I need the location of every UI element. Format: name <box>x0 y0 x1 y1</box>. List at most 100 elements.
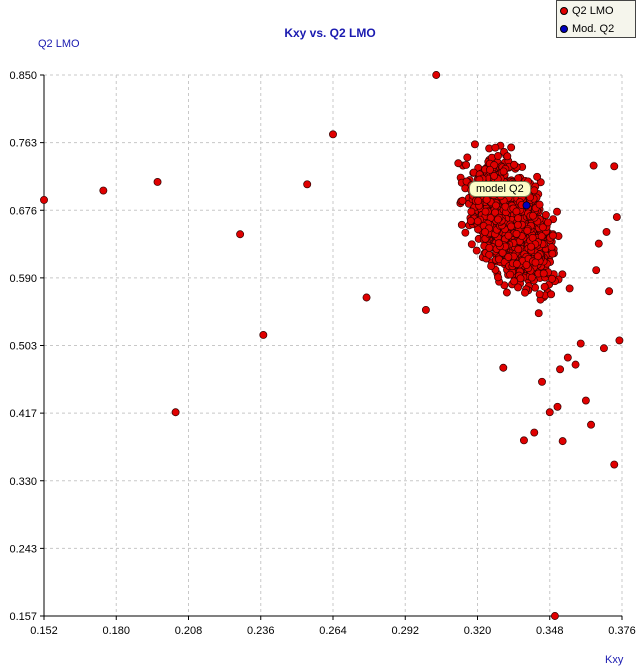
q2-lmo-point <box>537 232 546 241</box>
q2-lmo-point <box>502 288 511 297</box>
q2-lmo-point <box>549 231 557 240</box>
q2-lmo-point <box>519 436 528 445</box>
q2-lmo-point <box>512 229 521 238</box>
q2-lmo-point <box>40 195 48 204</box>
q2-lmo-point <box>485 165 494 174</box>
q2-lmo-point <box>457 220 466 229</box>
q2-lmo-point <box>553 402 562 411</box>
q2-lmo-point <box>589 161 598 170</box>
q2-lmo-point <box>461 228 470 237</box>
q2-lmo-point <box>153 178 162 186</box>
q2-lmo-point <box>510 160 519 169</box>
x-tick-label: 0.348 <box>536 625 564 637</box>
x-tick-label: 0.236 <box>247 625 275 637</box>
q2-lmo-point <box>513 220 522 229</box>
q2-lmo-point <box>473 217 482 226</box>
q2-lmo-point <box>541 210 550 219</box>
q2-lmo-point <box>553 207 561 216</box>
q2-lmo-point <box>507 222 516 231</box>
q2-lmo-point <box>462 161 471 169</box>
q2-lmo-point <box>512 259 521 268</box>
q2-lmo-point <box>303 180 312 189</box>
q2-lmo-point <box>499 167 508 176</box>
x-tick-label: 0.152 <box>30 625 58 637</box>
q2-lmo-point <box>506 270 515 279</box>
q2-lmo-point <box>454 159 463 168</box>
q2-lmo-point <box>535 200 544 209</box>
y-tick-label: 0.503 <box>9 341 37 353</box>
q2-lmo-point <box>491 201 500 210</box>
q2-lmo-point <box>362 293 371 302</box>
q2-lmo-point <box>467 207 476 216</box>
q2-lmo-point <box>599 344 608 353</box>
chart-title: Kxy vs. Q2 LMO <box>284 26 376 40</box>
q2-lmo-point <box>494 215 502 224</box>
q2-lmo-point <box>547 243 556 252</box>
q2-lmo-point <box>547 274 556 283</box>
q2-lmo-point <box>535 290 544 299</box>
q2-lmo-point <box>171 408 180 417</box>
q2-lmo-point <box>504 231 513 240</box>
q2-lmo-point <box>538 223 547 232</box>
q2-lmo-point <box>510 277 519 286</box>
q2-lmo-point <box>547 290 556 299</box>
q2-lmo-point <box>521 288 529 297</box>
q2-lmo-point <box>548 249 557 258</box>
legend: Q2 LMO Mod. Q2 <box>556 0 636 38</box>
x-tick-label: 0.208 <box>175 625 203 637</box>
q2-lmo-point <box>594 239 603 248</box>
q2-lmo-point <box>485 243 494 252</box>
q2-lmo-point <box>487 262 496 271</box>
q2-lmo-point <box>610 162 619 171</box>
q2-lmo-point <box>544 218 552 227</box>
q2-lmo-point <box>530 428 539 437</box>
q2-lmo-point <box>512 207 521 216</box>
q2-lmo-point <box>514 245 523 254</box>
q2-lmo-point <box>533 172 542 181</box>
x-tick-label: 0.264 <box>319 625 347 637</box>
q2-lmo-point <box>329 130 337 139</box>
q2-lmo-point <box>504 253 513 261</box>
q2-lmo-point <box>602 227 611 236</box>
y-tick-label: 0.590 <box>9 273 37 285</box>
q2-lmo-point <box>571 360 580 369</box>
q2-lmo-point <box>612 213 621 222</box>
q2-lmo-point <box>421 306 430 314</box>
y-tick-label: 0.243 <box>9 543 37 555</box>
q2-lmo-point <box>514 214 523 223</box>
q2-lmo-point <box>259 331 268 339</box>
q2-lmo-point <box>514 283 522 292</box>
q2-lmo-point <box>610 460 619 469</box>
q2-lmo-point <box>481 228 489 236</box>
q2-lmo-point <box>531 283 540 292</box>
legend-marker-mod-q2 <box>560 25 568 33</box>
model-q2-tooltip: model Q2 <box>469 181 531 197</box>
q2-lmo-point <box>503 152 512 161</box>
y-tick-label: 0.417 <box>9 408 37 420</box>
q2-lmo-point <box>494 239 503 248</box>
q2-lmo-point <box>592 266 601 275</box>
y-tick-label: 0.850 <box>9 70 37 82</box>
legend-label-q2-lmo: Q2 LMO <box>572 5 614 17</box>
q2-lmo-point <box>500 281 509 290</box>
y-tick-label: 0.763 <box>9 138 37 150</box>
q2-lmo-point <box>474 196 483 205</box>
q2-lmo-point <box>581 396 590 405</box>
q2-lmo-point <box>540 282 549 291</box>
q2-lmo-point <box>494 151 502 160</box>
x-tick-label: 0.180 <box>102 625 130 637</box>
q2-lmo-point <box>472 246 481 255</box>
x-tick-label: 0.376 <box>608 625 636 637</box>
q2-lmo-point <box>523 226 532 235</box>
x-tick-label: 0.320 <box>464 625 492 637</box>
q2-lmo-point <box>539 269 548 278</box>
q2-lmo-point <box>531 258 540 267</box>
q2-lmo-point <box>499 363 508 372</box>
q2-lmo-point <box>470 140 479 149</box>
q2-lmo-point <box>516 274 525 283</box>
q2-lmo-point <box>481 207 490 216</box>
q2-lmo-point <box>458 196 467 205</box>
q2-lmo-point <box>467 240 476 249</box>
q2-lmo-point <box>236 230 245 239</box>
